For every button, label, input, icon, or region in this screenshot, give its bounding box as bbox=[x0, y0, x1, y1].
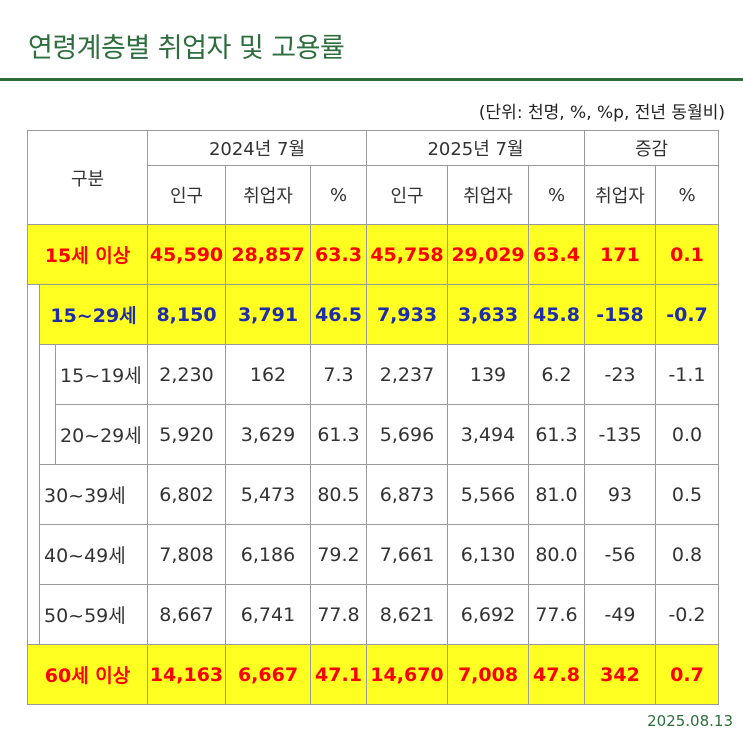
cell: 28,857 bbox=[225, 224, 311, 285]
cell: 0.8 bbox=[655, 524, 719, 585]
cell: 5,473 bbox=[225, 464, 311, 525]
cell: 5,566 bbox=[447, 464, 529, 525]
employment-table: 구분 2024년 7월 2025년 7월 증감 인구 취업자 % 인구 취업자 … bbox=[27, 130, 719, 705]
cell: 6,186 bbox=[225, 524, 311, 585]
cell: 29,029 bbox=[447, 224, 529, 285]
table-row: 15세 이상 45,590 28,857 63.3 45,758 29,029 … bbox=[27, 224, 719, 285]
cell: 14,670 bbox=[366, 644, 448, 705]
row-label: 30~39세 bbox=[39, 464, 148, 525]
table-row: 15~19세 2,230 162 7.3 2,237 139 6.2 -23 -… bbox=[28, 344, 719, 465]
table-row: 50~59세 8,667 6,741 77.8 8,621 6,692 77.6… bbox=[28, 584, 719, 645]
header-period-2025: 2025년 7월 bbox=[366, 130, 585, 166]
header-col: 인구 bbox=[366, 165, 448, 225]
table-row: 60세 이상 14,163 6,667 47.1 14,670 7,008 47… bbox=[27, 644, 719, 705]
cell: 162 bbox=[225, 344, 311, 405]
cell: 6,741 bbox=[225, 584, 311, 645]
cell: 46.5 bbox=[310, 284, 367, 345]
cell: 8,150 bbox=[147, 284, 226, 345]
header-group-label: 구분 bbox=[27, 130, 148, 225]
cell: 5,696 bbox=[366, 404, 448, 465]
cell: 61.3 bbox=[310, 404, 367, 465]
cell: 0.0 bbox=[655, 404, 719, 465]
cell: 342 bbox=[584, 644, 656, 705]
cell: 6,667 bbox=[225, 644, 311, 705]
header-col: 취업자 bbox=[584, 165, 656, 225]
cell: 3,494 bbox=[447, 404, 529, 465]
cell: 14,163 bbox=[147, 644, 226, 705]
cell: -0.2 bbox=[655, 584, 719, 645]
row-label: 15~19세 bbox=[55, 344, 148, 405]
title-divider bbox=[0, 78, 743, 81]
indent-gutter bbox=[39, 344, 56, 465]
cell: 3,633 bbox=[447, 284, 529, 345]
cell: 7,933 bbox=[366, 284, 448, 345]
header-col: 취업자 bbox=[447, 165, 529, 225]
cell: 77.6 bbox=[528, 584, 585, 645]
cell: 7,661 bbox=[366, 524, 448, 585]
cell: 6,802 bbox=[147, 464, 226, 525]
cell: -1.1 bbox=[655, 344, 719, 405]
publish-date: 2025.08.13 bbox=[647, 712, 733, 730]
cell: 47.8 bbox=[528, 644, 585, 705]
header-col: % bbox=[528, 165, 585, 225]
cell: 6,692 bbox=[447, 584, 529, 645]
cell: 0.7 bbox=[655, 644, 719, 705]
cell: -49 bbox=[584, 584, 656, 645]
cell: -158 bbox=[584, 284, 656, 345]
cell: 171 bbox=[584, 224, 656, 285]
unit-note: (단위: 천명, %, %p, 전년 동월비) bbox=[478, 103, 725, 123]
cell: 6.2 bbox=[528, 344, 585, 405]
cell: 45,590 bbox=[147, 224, 226, 285]
cell: 7.3 bbox=[310, 344, 367, 405]
cell: 7,808 bbox=[147, 524, 226, 585]
cell: 6,130 bbox=[447, 524, 529, 585]
cell: 79.2 bbox=[310, 524, 367, 585]
cell: 45.8 bbox=[528, 284, 585, 345]
table-row: 30~39세 6,802 5,473 80.5 6,873 5,566 81.0… bbox=[28, 464, 719, 525]
cell: 61.3 bbox=[528, 404, 585, 465]
cell: 8,667 bbox=[147, 584, 226, 645]
cell: 2,237 bbox=[366, 344, 448, 405]
cell: 63.4 bbox=[528, 224, 585, 285]
cell: 3,791 bbox=[225, 284, 311, 345]
page-title: 연령계층별 취업자 및 고용률 bbox=[28, 33, 345, 64]
table-row: 15~29세 8,150 3,791 46.5 7,933 3,633 45.8… bbox=[27, 284, 719, 645]
cell: 6,873 bbox=[366, 464, 448, 525]
cell: 47.1 bbox=[310, 644, 367, 705]
cell: 0.5 bbox=[655, 464, 719, 525]
cell: 139 bbox=[447, 344, 529, 405]
cell: 8,621 bbox=[366, 584, 448, 645]
cell: 77.8 bbox=[310, 584, 367, 645]
indent-gutter bbox=[27, 284, 40, 645]
cell: -0.7 bbox=[655, 284, 719, 345]
cell: 63.3 bbox=[310, 224, 367, 285]
header-col: % bbox=[655, 165, 719, 225]
cell: 5,920 bbox=[147, 404, 226, 465]
cell: -135 bbox=[584, 404, 656, 465]
cell: -56 bbox=[584, 524, 656, 585]
row-label: 40~49세 bbox=[39, 524, 148, 585]
cell: -23 bbox=[584, 344, 656, 405]
cell: 45,758 bbox=[366, 224, 448, 285]
cell: 93 bbox=[584, 464, 656, 525]
row-label: 15세 이상 bbox=[27, 224, 148, 285]
cell: 80.0 bbox=[528, 524, 585, 585]
cell: 80.5 bbox=[310, 464, 367, 525]
header-col: % bbox=[310, 165, 367, 225]
cell: 2,230 bbox=[147, 344, 226, 405]
table-row: 20~29세 5,920 3,629 61.3 5,696 3,494 61.3… bbox=[28, 404, 719, 465]
table-row: 40~49세 7,808 6,186 79.2 7,661 6,130 80.0… bbox=[28, 524, 719, 585]
header-col: 취업자 bbox=[225, 165, 311, 225]
row-label: 20~29세 bbox=[55, 404, 148, 465]
header-period-2024: 2024년 7월 bbox=[147, 130, 367, 166]
cell: 81.0 bbox=[528, 464, 585, 525]
cell: 3,629 bbox=[225, 404, 311, 465]
row-label: 15~29세 bbox=[39, 284, 148, 345]
row-label: 50~59세 bbox=[39, 584, 148, 645]
row-label: 60세 이상 bbox=[27, 644, 148, 705]
header-col: 인구 bbox=[147, 165, 226, 225]
header-change: 증감 bbox=[584, 130, 719, 166]
cell: 7,008 bbox=[447, 644, 529, 705]
cell: 0.1 bbox=[655, 224, 719, 285]
